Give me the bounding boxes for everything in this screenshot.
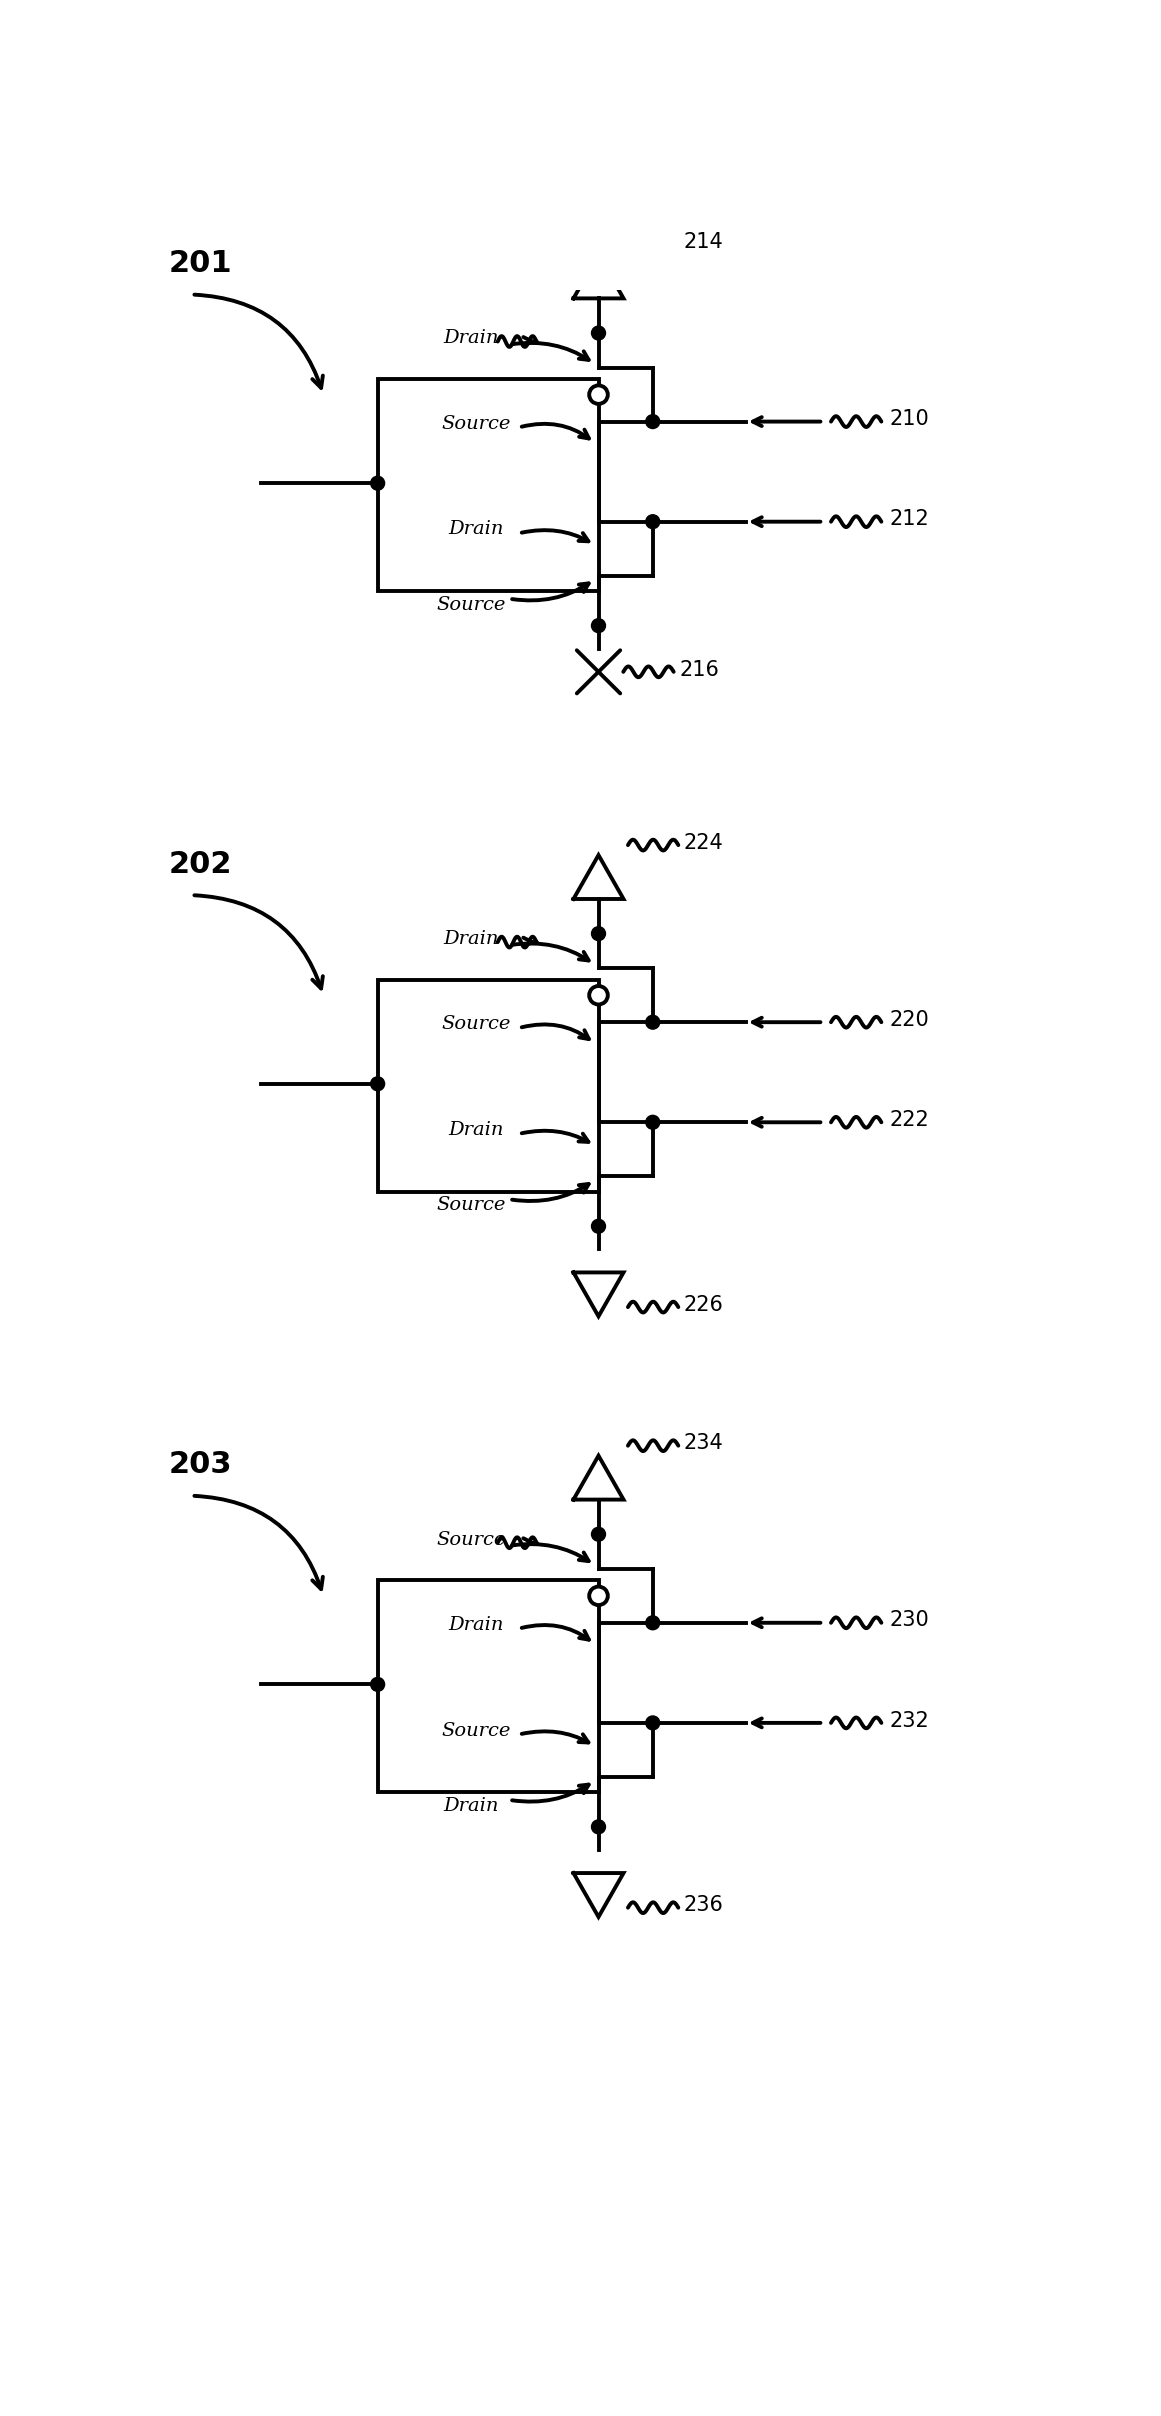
Text: 203: 203 <box>168 1450 232 1479</box>
Text: 216: 216 <box>680 660 720 679</box>
Circle shape <box>589 986 608 1005</box>
Circle shape <box>646 1116 659 1128</box>
Text: 234: 234 <box>684 1433 723 1454</box>
Text: Drain: Drain <box>444 930 498 947</box>
Text: Drain: Drain <box>449 519 504 539</box>
Circle shape <box>646 515 659 529</box>
Circle shape <box>646 1616 659 1631</box>
Circle shape <box>646 416 659 428</box>
Text: 220: 220 <box>889 1010 929 1029</box>
Text: Drain: Drain <box>449 1121 504 1138</box>
Text: 212: 212 <box>889 510 929 529</box>
Text: Source: Source <box>441 1723 511 1740</box>
Circle shape <box>370 476 384 490</box>
Text: Drain: Drain <box>449 1616 504 1633</box>
Circle shape <box>370 1677 384 1691</box>
Text: 214: 214 <box>684 232 723 251</box>
Circle shape <box>591 1819 606 1834</box>
Text: 224: 224 <box>684 834 723 853</box>
Circle shape <box>591 618 606 633</box>
Text: 210: 210 <box>889 408 929 430</box>
Text: 230: 230 <box>889 1611 929 1631</box>
Text: 226: 226 <box>684 1295 723 1314</box>
Text: 236: 236 <box>684 1897 723 1916</box>
Text: Source: Source <box>435 1196 505 1215</box>
Circle shape <box>591 1527 606 1541</box>
Circle shape <box>646 1715 659 1730</box>
Circle shape <box>370 1078 384 1090</box>
Circle shape <box>589 387 608 403</box>
Text: 222: 222 <box>889 1109 929 1131</box>
Text: 202: 202 <box>168 850 232 879</box>
Bar <box>377 379 599 592</box>
Text: 201: 201 <box>168 249 232 278</box>
Circle shape <box>646 1015 659 1029</box>
Text: 232: 232 <box>889 1711 929 1730</box>
Text: Source: Source <box>435 597 505 614</box>
Bar <box>377 1580 599 1793</box>
Circle shape <box>591 928 606 940</box>
Text: Source: Source <box>441 1015 511 1034</box>
Circle shape <box>591 326 606 341</box>
Text: Source: Source <box>441 416 511 432</box>
Text: Drain: Drain <box>444 329 498 348</box>
Circle shape <box>589 1587 608 1604</box>
Text: Drain: Drain <box>444 1798 498 1814</box>
Circle shape <box>591 1220 606 1232</box>
Bar <box>377 981 599 1191</box>
Text: Source: Source <box>435 1532 505 1549</box>
